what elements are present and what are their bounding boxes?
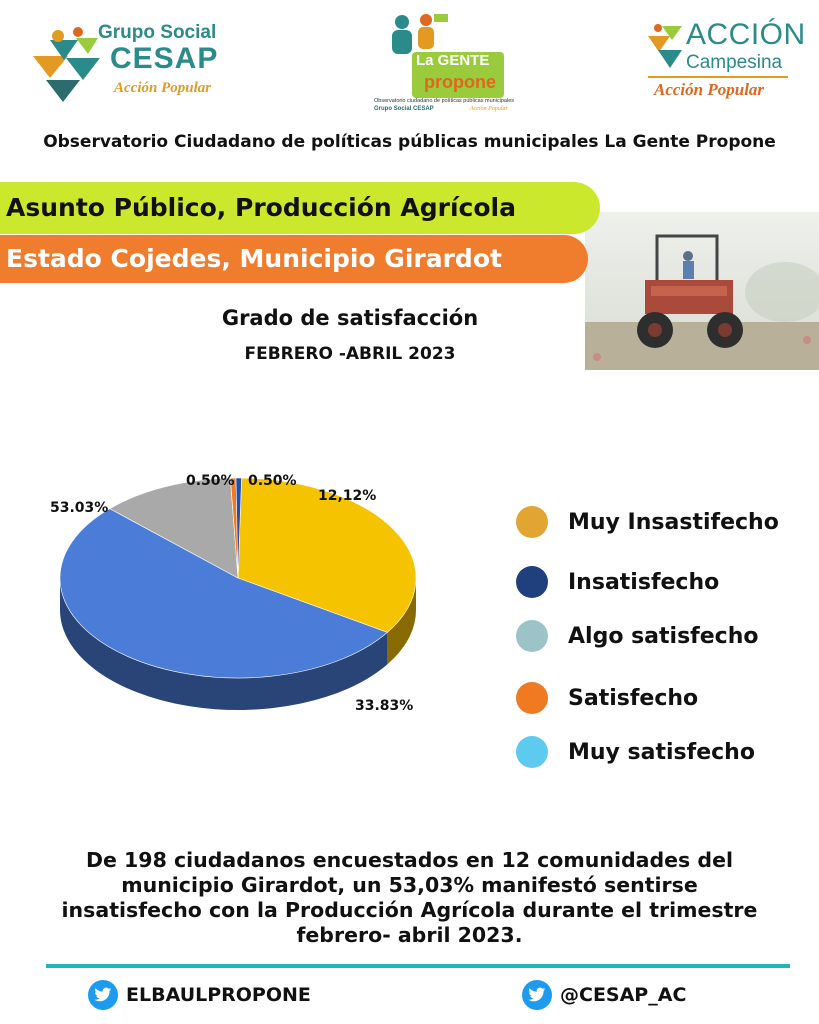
twitter-handle: ELBAULPROPONE <box>126 984 311 1006</box>
twitter-link-elbaulpropone[interactable]: ELBAULPROPONE <box>88 980 311 1010</box>
la-gente-propone-logo: La GENTE propone Observatorio ciudadano … <box>372 10 515 114</box>
legend-label: Muy Insastifecho <box>568 509 779 535</box>
twitter-icon <box>88 980 118 1010</box>
legend-swatch <box>516 506 548 538</box>
pie-data-label: 33.83% <box>355 698 413 714</box>
legend-item-muy-insatisfecho: Muy Insastifecho <box>516 506 779 538</box>
pie-slice <box>235 477 242 579</box>
chart-legend: Muy Insastifecho Insatisfecho Algo satis… <box>516 506 816 786</box>
pie-data-label: 0.50% <box>248 473 297 489</box>
accion-campesina-logo: ACCIÓN Campesina Acción Popular <box>648 18 805 104</box>
pie-data-label: 53.03% <box>50 500 108 516</box>
pie-slice-side <box>59 578 388 710</box>
people-icon <box>392 14 448 54</box>
gente-badge <box>412 52 504 98</box>
pie-slice <box>109 477 239 579</box>
legend-swatch <box>516 620 548 652</box>
legend-swatch <box>516 566 548 598</box>
pie-chart-svg: 33.83% 53.03% 12,12% 0.50% 0.50% <box>50 473 417 714</box>
legend-label: Satisfecho <box>568 685 699 711</box>
chart-title: Grado de satisfacción <box>221 306 479 330</box>
gente-logo-line3: Observatorio ciudadano de políticas públ… <box>374 98 515 104</box>
gente-logo-line5: Acción Popular <box>470 106 508 112</box>
pie-data-label: 0.50% <box>186 473 235 489</box>
legend-label: Insatisfecho <box>568 569 720 595</box>
summary-text: De 198 ciudadanos encuestados en 12 comu… <box>61 848 758 947</box>
footer-divider <box>46 964 790 968</box>
gente-logo-line4: Grupo Social CESAP <box>374 106 434 112</box>
pie-chart: 33.83% 53.03% 12,12% 0.50% 0.50% <box>0 440 500 740</box>
cesap-logo-line3: Acción Popular <box>114 80 212 96</box>
cesap-logo-line1: Grupo Social <box>98 22 217 43</box>
legend-item-muy-satisfecho: Muy satisfecho <box>516 736 755 768</box>
accion-logo-mark-icon <box>648 24 682 68</box>
cesap-logo-line2: CESAP <box>110 42 219 75</box>
gente-logo-line1: La GENTE <box>416 52 490 69</box>
legend-swatch <box>516 682 548 714</box>
location-banner: Estado Cojedes, Municipio Girardot <box>0 235 588 283</box>
legend-item-insatisfecho: Insatisfecho <box>516 566 719 598</box>
accion-logo-line1: ACCIÓN <box>686 18 806 51</box>
observatorio-heading: Observatorio Ciudadano de políticas públ… <box>43 132 776 152</box>
topic-banner: Asunto Público, Producción Agrícola <box>0 182 600 234</box>
legend-label: Muy satisfecho <box>568 739 755 765</box>
accion-logo-line3: Acción Popular <box>654 80 765 99</box>
legend-item-algo-satisfecho: Algo satisfecho <box>516 620 759 652</box>
legend-item-satisfecho: Satisfecho <box>516 682 698 714</box>
cesap-logo: Grupo Social CESAP Acción Popular <box>28 18 228 108</box>
chart-subtitle: FEBRERO -ABRIL 2023 <box>244 344 456 364</box>
gente-logo-line2: propone <box>424 72 496 92</box>
twitter-icon <box>522 980 552 1010</box>
pie-slice <box>59 508 388 679</box>
twitter-link-cesap[interactable]: @CESAP_AC <box>522 980 686 1010</box>
accion-logo-line2: Campesina <box>686 52 783 73</box>
pie-slice-side <box>387 578 416 665</box>
legend-label: Algo satisfecho <box>568 623 759 649</box>
legend-swatch <box>516 736 548 768</box>
pie-slice <box>237 477 417 633</box>
twitter-handle: @CESAP_AC <box>560 984 687 1006</box>
pie-data-label: 12,12% <box>318 488 376 504</box>
cesap-logo-mark-icon <box>33 27 100 102</box>
tractor-photo <box>585 212 819 370</box>
accion-logo-rule <box>648 76 788 78</box>
